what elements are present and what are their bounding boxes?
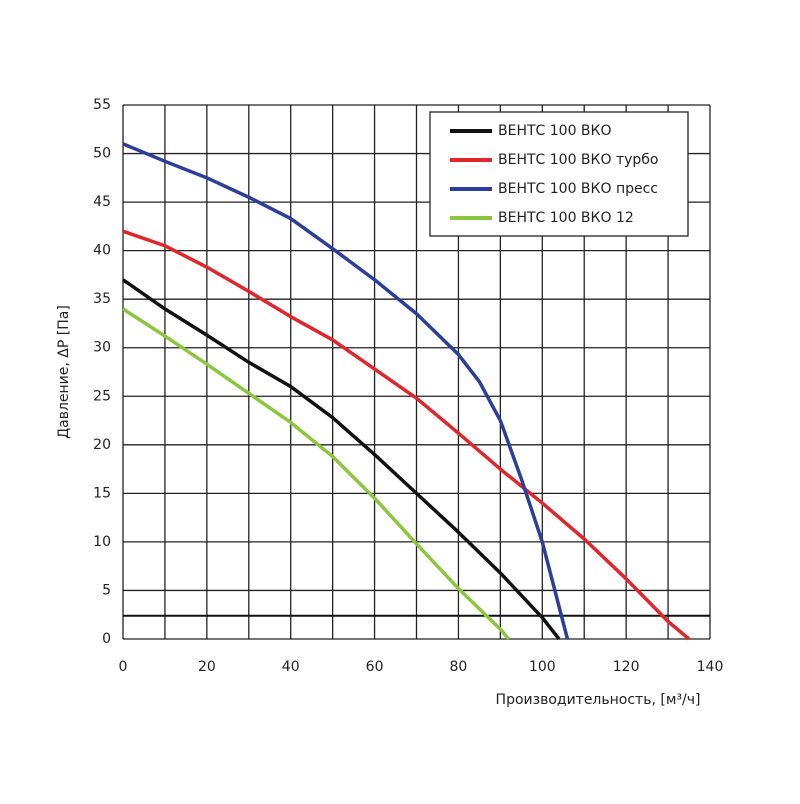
x-tick-label: 80 [450, 659, 468, 675]
x-tick-label: 0 [119, 659, 128, 675]
series-line [122, 229, 691, 641]
x-axis-label: Производительность, [м³/ч] [496, 692, 701, 708]
y-tick-label: 10 [93, 534, 111, 550]
y-tick-label: 35 [93, 291, 111, 307]
series-line [122, 307, 511, 641]
series-line [122, 142, 570, 640]
x-tick-label: 60 [366, 659, 384, 675]
legend-label: ВЕНТС 100 ВКО [498, 123, 612, 139]
y-tick-label: 50 [93, 146, 111, 162]
y-tick-label: 15 [93, 485, 111, 501]
y-tick-label: 30 [93, 340, 111, 356]
legend-label: ВЕНТС 100 ВКО 12 [498, 210, 634, 226]
y-axis-label: Давление, ΔP [Па] [56, 305, 72, 439]
legend-label: ВЕНТС 100 ВКО турбо [498, 152, 658, 168]
legend-label: ВЕНТС 100 ВКО пресс [498, 181, 658, 197]
y-tick-label: 0 [102, 631, 111, 647]
y-tick-label: 40 [93, 243, 111, 259]
x-tick-label: 100 [529, 659, 556, 675]
x-tick-label: 120 [613, 659, 640, 675]
y-tick-label: 55 [93, 97, 111, 113]
x-tick-label: 140 [697, 659, 724, 675]
series-line [122, 278, 561, 641]
y-tick-label: 45 [93, 194, 111, 210]
x-tick-label: 20 [198, 659, 216, 675]
y-tick-label: 5 [102, 582, 111, 598]
x-tick-label: 40 [282, 659, 300, 675]
y-tick-label: 20 [93, 437, 111, 453]
y-tick-label: 25 [93, 388, 111, 404]
